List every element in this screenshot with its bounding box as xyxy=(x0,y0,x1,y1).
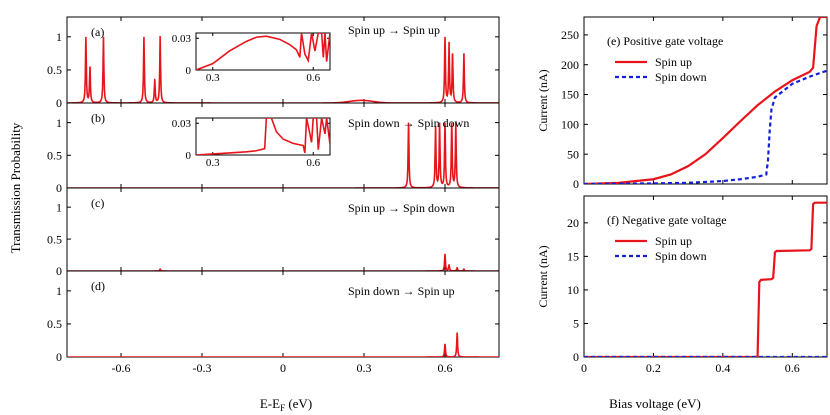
x-tick-label: 0.6 xyxy=(306,157,320,169)
y-tick-label: 150 xyxy=(561,88,579,102)
legend-label: Spin up xyxy=(655,234,692,248)
series-line-spin-down xyxy=(584,69,827,184)
panel-4-axes: 0 50 100 150 200 250 Current (nA) (e) Positive … xyxy=(536,16,828,191)
y-tick-label: 0 xyxy=(573,350,579,364)
y-tick-label: 100 xyxy=(561,118,579,132)
y-tick-label: 1 xyxy=(56,284,62,298)
inset-curve xyxy=(196,118,330,155)
x-tick-label: 0.6 xyxy=(438,361,453,375)
right-xlabel: Bias voltage (eV) xyxy=(609,396,701,411)
panel-label: (b) xyxy=(91,111,105,125)
inset-curve xyxy=(196,33,330,70)
y-tick-label: 0 xyxy=(56,181,62,195)
left-ylabel: Transmission Probability xyxy=(8,122,23,253)
y-tick-label: 20 xyxy=(567,216,579,230)
y-tick-label: 200 xyxy=(561,58,579,72)
plot-frame xyxy=(583,16,828,185)
y-tick-label: 10 xyxy=(567,283,579,297)
channel-annotation: Spin down → Spin up xyxy=(348,284,455,298)
inset-1-axes: 0.3 0.6 0 0.03 xyxy=(172,117,331,169)
left-xlabel: E-EF (eV) xyxy=(260,396,312,413)
legend-label: Spin down xyxy=(655,70,707,84)
y-axis-label: Current (nA) xyxy=(536,245,550,307)
y-tick-label: 0 xyxy=(56,96,62,110)
y-tick-label: 50 xyxy=(567,147,579,161)
plot-frame xyxy=(66,270,500,358)
transmission-curve xyxy=(67,332,499,357)
x-tick-label: 0.3 xyxy=(357,361,372,375)
plot-frame xyxy=(66,187,500,272)
y-tick-label: 250 xyxy=(561,28,579,42)
y-tick-label: 0.5 xyxy=(47,149,62,163)
inset-0-axes: 0.3 0.6 0 0.03 xyxy=(172,32,331,84)
y-tick-label: 0.03 xyxy=(172,33,192,45)
panel-label: (a) xyxy=(91,25,104,39)
y-tick-label: 0 xyxy=(573,177,579,191)
panel-5-axes: 0 0.2 0.4 0.6 0 5 10 15 20 Current (nA) (f) Negati… xyxy=(536,195,828,375)
panel-3-axes: -0.6 -0.3 0 0.3 0.6 0 0.5 1 (d) Spin down → Spin … xyxy=(47,270,500,375)
y-tick-label: 0 xyxy=(186,65,192,77)
legend-label: Spin up xyxy=(655,55,692,69)
y-tick-label: 1 xyxy=(56,30,62,44)
x-tick-label: 0 xyxy=(280,361,286,375)
x-tick-label: 0 xyxy=(581,361,587,375)
y-tick-label: 15 xyxy=(567,250,579,264)
y-tick-label: 0.5 xyxy=(47,317,62,331)
channel-annotation: Spin up → Spin up xyxy=(348,23,440,37)
y-tick-label: 1 xyxy=(56,200,62,214)
panel-2-axes: 0 0.5 1 (c) Spin up → Spin down xyxy=(47,187,500,278)
plot-frame xyxy=(195,32,331,71)
x-tick-label: 0.3 xyxy=(206,72,220,84)
y-tick-label: 0 xyxy=(186,150,192,162)
panel-label: (f) Negative gate voltage xyxy=(607,213,727,227)
legend-label: Spin down xyxy=(655,249,707,263)
channel-annotation: Spin up → Spin down xyxy=(348,201,455,215)
y-axis-label: Current (nA) xyxy=(536,69,550,131)
x-tick-label: 0.4 xyxy=(715,361,730,375)
channel-annotation: Spin down → Spin down xyxy=(348,116,469,130)
panel-0-axes: 0 0.5 1 (a) Spin up → Spin up xyxy=(47,16,500,110)
series-line-spin-up xyxy=(584,201,827,357)
y-tick-label: 0.5 xyxy=(47,232,62,246)
panel-label: (c) xyxy=(91,196,104,210)
plot-frame xyxy=(583,195,828,358)
series-line-spin-up xyxy=(584,17,827,184)
x-tick-label: 0.6 xyxy=(785,361,800,375)
y-tick-label: 1 xyxy=(56,116,62,130)
y-tick-label: 5 xyxy=(573,317,579,331)
y-tick-label: 0.03 xyxy=(172,118,192,130)
x-tick-label: 0.2 xyxy=(646,361,661,375)
y-tick-label: 0.5 xyxy=(47,63,62,77)
x-tick-label: 0.3 xyxy=(206,157,220,169)
x-tick-label: -0.3 xyxy=(193,361,212,375)
panel-label: (e) Positive gate voltage xyxy=(607,34,723,48)
transmission-curve xyxy=(67,121,499,188)
y-tick-label: 0 xyxy=(56,264,62,278)
y-tick-label: 0 xyxy=(56,350,62,364)
x-tick-label: 0.6 xyxy=(306,72,320,84)
x-tick-label: -0.6 xyxy=(112,361,131,375)
panel-label: (d) xyxy=(91,279,105,293)
